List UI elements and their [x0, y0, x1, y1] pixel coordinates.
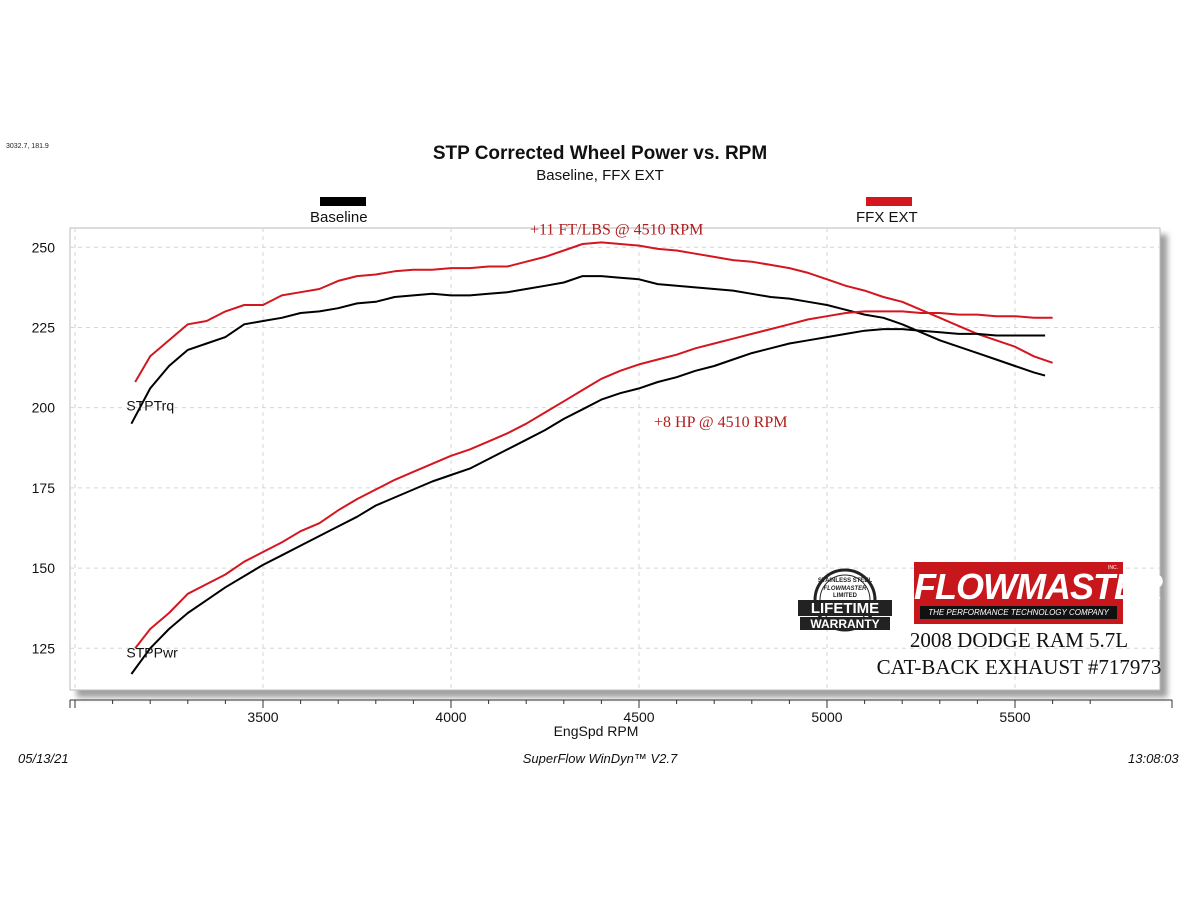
- x-axis: 3500 4000 4500 5000 5500: [69, 699, 1173, 725]
- product-line-1: 2008 DODGE RAM 5.7L: [909, 628, 1129, 652]
- badge-brand: FLOWMASTER: [824, 586, 868, 592]
- chart-title: STP Corrected Wheel Power vs. RPM: [432, 143, 768, 164]
- logo-tagline: THE PERFORMANCE TECHNOLOGY COMPANY: [920, 606, 1117, 619]
- x-tick-label: 5500: [999, 709, 1030, 725]
- y-tick-label: 225: [32, 319, 56, 335]
- annotation: +11 FT/LBS @ 4510 RPM: [530, 221, 703, 238]
- cursor-readout: 3032.7, 181.9: [6, 143, 49, 150]
- series-lines: [130, 241, 1053, 675]
- y-tick-label: 125: [32, 640, 56, 656]
- y-tick-label: 250: [32, 239, 56, 255]
- logo-name: FLOWMASTER: [914, 566, 1163, 607]
- x-axis-label: EngSpd RPM: [554, 723, 639, 739]
- legend-swatch-baseline: [320, 197, 366, 206]
- y-tick-labels: 125 150 175 200 225 250: [32, 239, 56, 656]
- x-tick-label: 5000: [811, 709, 842, 725]
- badge-warranty: WARRANTY: [810, 617, 879, 631]
- legend-label-ffx: FFX EXT: [856, 209, 918, 226]
- footer-time: 13:08:03: [1128, 751, 1179, 766]
- product-line-2: CAT-BACK EXHAUST #717973: [876, 655, 1162, 679]
- series-label-stptrq: STPTrq: [126, 398, 174, 414]
- series-line-stptrq-ffx-ext: [134, 241, 1053, 383]
- legend-swatch-ffx: [866, 197, 912, 206]
- y-tick-label: 175: [32, 480, 56, 496]
- lifetime-warranty-badge: STAINLESS STEEL FLOWMASTER LIMITED LIFET…: [798, 568, 892, 632]
- badge-ring-text: STAINLESS STEEL: [818, 578, 873, 584]
- chart-subtitle: Baseline, FFX EXT: [536, 167, 664, 184]
- x-tick-label: 4500: [623, 709, 654, 725]
- series-line-stppwr-baseline: [130, 328, 1046, 675]
- y-tick-label: 150: [32, 560, 56, 576]
- series-labels: STPTrq STPPwr: [126, 398, 178, 661]
- annotations: +11 FT/LBS @ 4510 RPM +8 HP @ 4510 RPM: [530, 221, 788, 430]
- series-label-stppwr: STPPwr: [126, 645, 178, 661]
- badge-limited: LIMITED: [833, 593, 858, 599]
- x-tick-label: 4000: [435, 709, 466, 725]
- logo-inc: INC.: [1108, 565, 1118, 571]
- x-tick-label: 3500: [247, 709, 278, 725]
- y-tick-label: 200: [32, 400, 56, 416]
- footer-date: 05/13/21: [18, 751, 69, 766]
- series-line-stppwr-ffx-ext: [134, 310, 1053, 649]
- footer-software: SuperFlow WinDyn™ V2.7: [522, 751, 678, 766]
- series-line-stptrq-baseline: [130, 275, 1046, 425]
- annotation: +8 HP @ 4510 RPM: [654, 414, 787, 431]
- badge-lifetime: LIFETIME: [811, 600, 879, 617]
- legend-label-baseline: Baseline: [310, 209, 368, 226]
